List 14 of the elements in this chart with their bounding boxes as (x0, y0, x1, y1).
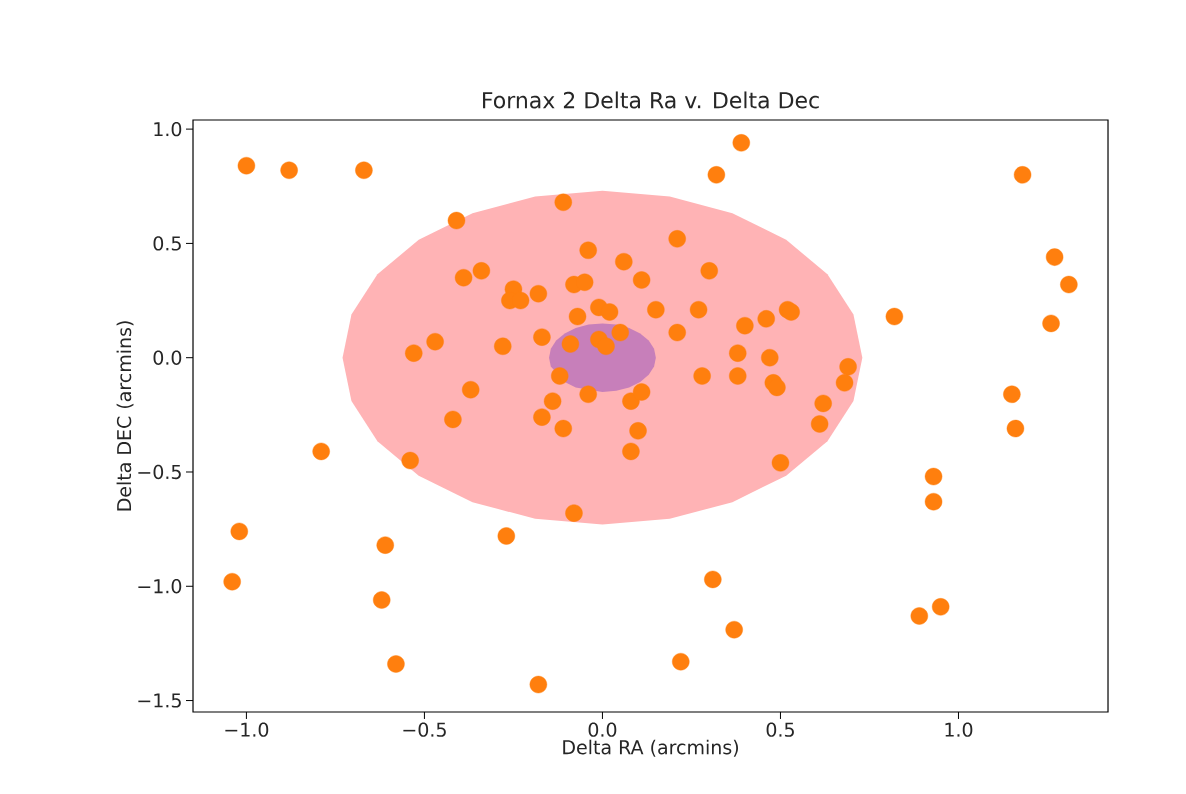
chart-title: Fornax 2 Delta Ra v. Delta Dec (483, 91, 819, 109)
y-tick-label: 1.0 (154, 121, 182, 137)
y-axis-title: Delta DEC (arcmins) (116, 321, 134, 511)
y-tick-label: −1.0 (138, 579, 182, 594)
x-tick-label: 1.0 (945, 722, 973, 737)
y-tick-label: 0.0 (153, 350, 182, 365)
x-tick-label: 0.5 (766, 722, 794, 737)
x-axis-title: Delta RA (arcmins) (563, 739, 739, 757)
x-tick-label: −0.5 (403, 722, 446, 737)
x-tick-label: −1.0 (225, 722, 269, 737)
y-tick-label: −1.5 (138, 693, 181, 708)
y-tick-label: 0.5 (153, 236, 181, 251)
y-tick-label: −0.5 (138, 464, 181, 480)
x-tick-label: 0.0 (588, 722, 617, 737)
